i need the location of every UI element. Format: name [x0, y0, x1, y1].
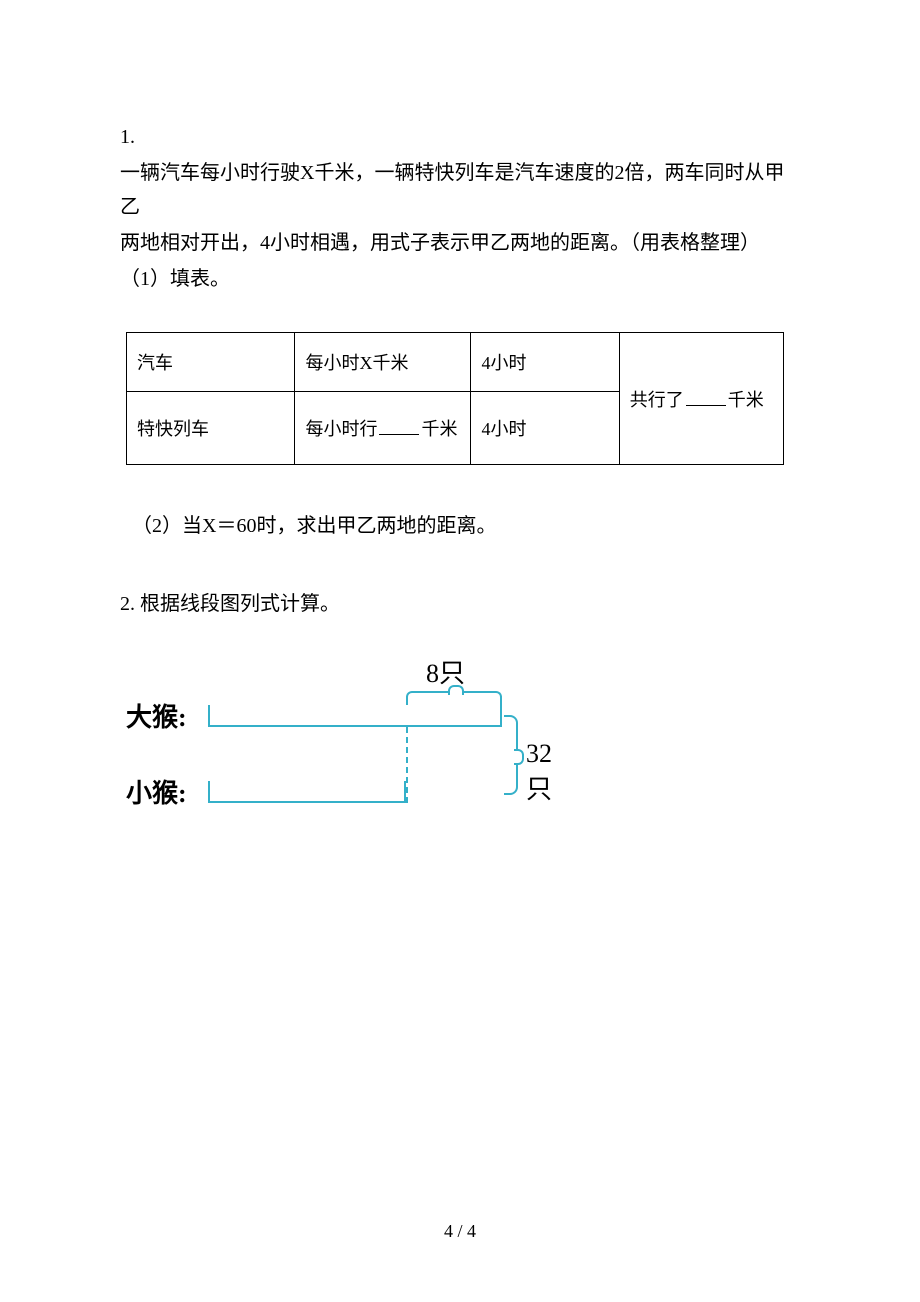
- label-big-monkey: 大猴:: [126, 697, 187, 734]
- q1-body: 一辆汽车每小时行驶X千米，一辆特快列车是汽车速度的2倍，两车同时从甲乙 两地相对…: [120, 156, 800, 296]
- q1-sub1: （1）填表。: [120, 262, 800, 296]
- q1-text-line2: 两地相对开出，4小时相遇，用式子表示甲乙两地的距离。（用表格整理）: [120, 226, 800, 260]
- brace-right: [504, 715, 518, 795]
- cell-total: 共行了 千米: [619, 333, 783, 465]
- blank-train-speed[interactable]: [379, 416, 419, 435]
- table-row: 汽车 每小时X千米 4小时 共行了千米: [127, 333, 784, 392]
- cell-train-time: 4小时: [471, 392, 619, 465]
- cell-car-speed: 每小时X千米: [295, 333, 471, 392]
- cell-car-label: 汽车: [127, 333, 295, 392]
- cell-train-speed-post: 千米: [421, 419, 457, 439]
- value-top: 8只: [426, 653, 465, 690]
- blank-total[interactable]: [686, 387, 726, 406]
- cell-total-pre: 共行了: [630, 390, 684, 410]
- q2-diagram: 大猴: 小猴: 8只 32只: [126, 657, 556, 837]
- q1-sub2: （2）当X＝60时，求出甲乙两地的距离。: [132, 509, 800, 543]
- cell-train-speed: 每小时行 千米: [295, 392, 471, 465]
- label-small-monkey: 小猴:: [126, 773, 187, 810]
- brace-top: [406, 691, 502, 705]
- cell-total-post: 千米: [728, 390, 764, 410]
- q2-heading: 2. 根据线段图列式计算。: [120, 587, 800, 621]
- page-footer: 4 / 4: [0, 1221, 920, 1242]
- cell-car-time: 4小时: [471, 333, 619, 392]
- cell-train-speed-pre: 每小时行: [305, 419, 377, 439]
- page: 1. 一辆汽车每小时行驶X千米，一辆特快列车是汽车速度的2倍，两车同时从甲乙 两…: [0, 0, 920, 1302]
- q1-text-line1: 一辆汽车每小时行驶X千米，一辆特快列车是汽车速度的2倍，两车同时从甲乙: [120, 156, 800, 224]
- bar-big-monkey: [208, 705, 502, 727]
- cell-train-label: 特快列车: [127, 392, 295, 465]
- q1-number: 1.: [120, 120, 800, 154]
- value-right: 32只: [526, 739, 556, 806]
- vline-divider: [406, 727, 408, 803]
- q1-table: 汽车 每小时X千米 4小时 共行了千米 特快列车 每小时行千米 4小时: [126, 332, 784, 465]
- bar-small-monkey: [208, 781, 406, 803]
